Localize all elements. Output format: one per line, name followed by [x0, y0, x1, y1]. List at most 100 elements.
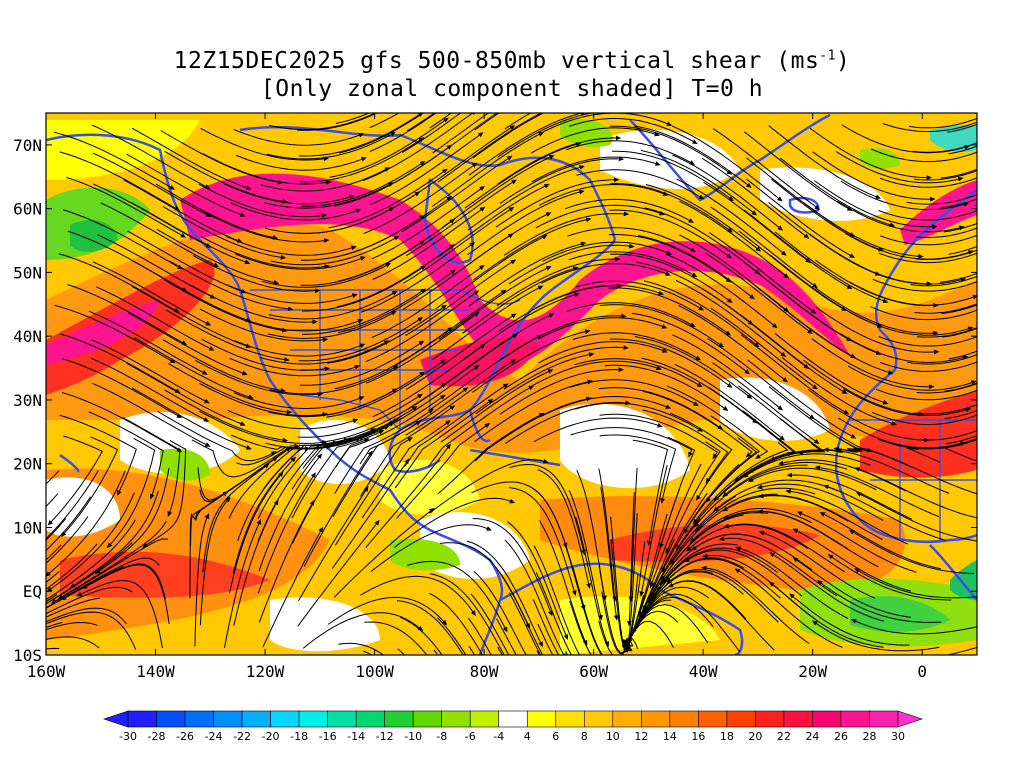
streamline — [672, 154, 783, 231]
streamline — [906, 437, 977, 463]
streamline — [609, 209, 733, 259]
streamline — [468, 645, 476, 655]
streamline — [299, 113, 424, 157]
streamline — [406, 113, 436, 132]
streamline — [778, 304, 894, 375]
streamline — [230, 202, 362, 221]
streamline — [258, 453, 323, 572]
streamline — [533, 417, 663, 443]
streamline — [337, 218, 456, 282]
streamline — [879, 361, 977, 372]
coast-hudson-bay — [423, 177, 474, 264]
colorbar-swatch — [156, 710, 186, 728]
streamline — [940, 168, 977, 179]
streamline — [297, 519, 380, 627]
streamline — [199, 496, 231, 626]
streamline — [705, 415, 760, 503]
streamline — [660, 512, 769, 582]
lat-label: 40N — [13, 327, 42, 346]
colorbar-swatch — [184, 710, 214, 728]
streamline — [669, 412, 733, 501]
title-unit-exponent: -1 — [819, 48, 836, 64]
streamline — [359, 405, 456, 497]
streamline — [224, 183, 355, 205]
streamline — [302, 612, 424, 649]
streamline — [504, 539, 567, 655]
colorbar-label: 20 — [748, 730, 762, 743]
streamline — [266, 131, 396, 160]
streamline — [261, 262, 392, 288]
streamline — [435, 234, 548, 310]
colorbar-swatch — [583, 710, 614, 728]
streamline — [566, 140, 696, 165]
streamline — [864, 447, 977, 495]
streamline — [467, 189, 585, 256]
lat-label: 30N — [13, 391, 42, 410]
colorbar-swatch — [755, 710, 785, 728]
streamline — [400, 616, 443, 655]
streamline — [979, 279, 985, 281]
streamline — [46, 570, 60, 584]
colorbar-label: -22 — [233, 730, 251, 743]
streamline — [363, 162, 478, 234]
streamline — [100, 202, 220, 267]
streamline — [878, 252, 977, 264]
streamline — [674, 363, 785, 441]
colorbar-swatch — [526, 710, 557, 728]
colorbar-swatch — [641, 710, 671, 728]
streamline — [735, 546, 849, 619]
streamline — [332, 420, 422, 518]
streamline — [328, 168, 448, 229]
streamline — [835, 151, 964, 184]
streamline — [229, 471, 284, 593]
streamline — [57, 521, 167, 600]
streamline — [122, 416, 181, 517]
coast-europe — [874, 188, 977, 371]
streamline — [780, 157, 896, 227]
streamline — [710, 206, 818, 289]
streamline — [675, 280, 787, 358]
streamline — [46, 621, 98, 631]
streamline — [942, 438, 977, 462]
streamline — [260, 167, 391, 192]
colorbar-label: -28 — [148, 730, 166, 743]
lon-label: 20W — [798, 662, 827, 681]
streamline — [758, 530, 876, 599]
border-us-states — [270, 290, 470, 430]
streamline — [610, 338, 733, 388]
streamline — [437, 183, 550, 258]
streamline — [67, 284, 188, 346]
streamline — [575, 280, 705, 311]
colorbar-swatch — [127, 710, 157, 728]
streamline — [372, 343, 486, 418]
streamline — [912, 430, 977, 441]
streamline — [165, 309, 290, 362]
streamline — [299, 137, 425, 183]
streamline — [201, 338, 331, 372]
streamline — [495, 177, 620, 228]
streamline — [496, 256, 621, 307]
streamline — [126, 153, 246, 217]
colorbar-label: -14 — [347, 730, 365, 743]
streamline — [769, 581, 884, 648]
streamline — [473, 217, 592, 281]
streamline — [644, 207, 761, 275]
colorbar-label: -20 — [262, 730, 280, 743]
streamline — [598, 468, 617, 602]
streamline — [46, 493, 59, 508]
streamline — [914, 170, 977, 181]
streamline — [508, 592, 542, 655]
streamline — [472, 113, 545, 159]
streamline — [301, 160, 426, 207]
streamline — [61, 392, 183, 453]
streamline — [538, 183, 669, 206]
streamline — [811, 338, 935, 390]
lon-label: 0 — [917, 662, 927, 681]
streamline — [503, 211, 630, 256]
streamline — [535, 572, 572, 655]
streamline — [46, 470, 60, 485]
streamline — [53, 131, 175, 190]
colorbar-label: -18 — [290, 730, 308, 743]
